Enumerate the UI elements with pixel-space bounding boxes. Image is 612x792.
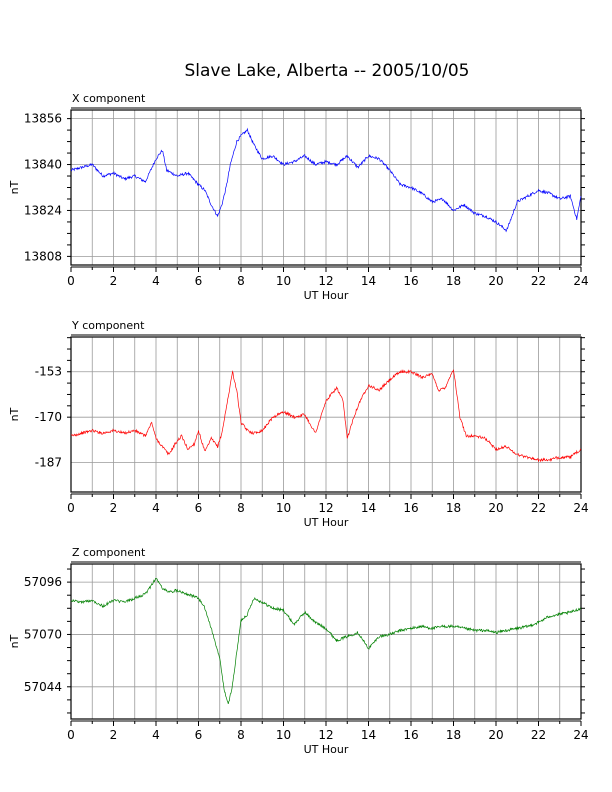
x-tick-label: 14 xyxy=(361,274,376,288)
x-tick-label: 10 xyxy=(276,274,291,288)
y-tick-label: 13808 xyxy=(24,249,62,263)
x-tick-label: 6 xyxy=(195,501,203,515)
x-tick-label: 2 xyxy=(110,728,118,742)
x-tick-label: 14 xyxy=(361,728,376,742)
x-tick-label: 10 xyxy=(276,501,291,515)
x-tick-label: 16 xyxy=(403,501,418,515)
x-tick-label: 2 xyxy=(110,501,118,515)
x-axis-label: UT Hour xyxy=(304,516,349,529)
x-tick-label: 18 xyxy=(446,274,461,288)
x-tick-label: 12 xyxy=(318,501,333,515)
x-tick-label: 22 xyxy=(531,728,546,742)
x-tick-label: 24 xyxy=(573,274,588,288)
x-tick-label: 0 xyxy=(67,274,75,288)
panel-label: Y component xyxy=(71,319,145,332)
chart-title: Slave Lake, Alberta -- 2005/10/05 xyxy=(185,61,470,81)
x-tick-label: 16 xyxy=(403,728,418,742)
y-tick-label: 57096 xyxy=(24,575,62,589)
plot-frame xyxy=(70,336,582,493)
x-tick-label: 18 xyxy=(446,501,461,515)
x-tick-label: 12 xyxy=(318,728,333,742)
x-tick-label: 20 xyxy=(488,728,503,742)
y-tick-label: 13824 xyxy=(24,203,62,217)
y-axis-label: nT xyxy=(8,407,21,421)
x-tick-label: 6 xyxy=(195,274,203,288)
x-tick-label: 8 xyxy=(237,501,245,515)
x-tick-label: 4 xyxy=(152,274,160,288)
series-line xyxy=(70,127,582,233)
x-tick-label: 22 xyxy=(531,501,546,515)
x-axis-label: UT Hour xyxy=(304,743,349,756)
x-tick-label: 24 xyxy=(573,728,588,742)
y-axis-label: nT xyxy=(8,180,21,194)
x-tick-label: 2 xyxy=(110,274,118,288)
plot-frame xyxy=(70,563,582,720)
y-tick-label: 57044 xyxy=(24,680,62,694)
x-tick-label: 4 xyxy=(152,728,160,742)
panel-label: Z component xyxy=(72,546,146,559)
y-tick-label: -153 xyxy=(35,365,62,379)
x-tick-label: 22 xyxy=(531,274,546,288)
x-tick-label: 18 xyxy=(446,728,461,742)
x-tick-label: 0 xyxy=(67,501,75,515)
y-tick-label: 13856 xyxy=(24,112,62,126)
x-tick-label: 0 xyxy=(67,728,75,742)
x-tick-label: 8 xyxy=(237,274,245,288)
x-tick-label: 10 xyxy=(276,728,291,742)
chart-panels: 0 2 4 6 8 10 12 14 16 18 20 22 241380813824138401385… xyxy=(8,92,589,756)
x-tick-label: 12 xyxy=(318,274,333,288)
x-tick-label: 14 xyxy=(361,501,376,515)
x-tick-label: 20 xyxy=(488,274,503,288)
x-tick-label: 8 xyxy=(237,728,245,742)
panel-1: 0 2 4 6 8 10 12 14 16 18 20 22 241380813824138401385… xyxy=(8,92,589,302)
y-tick-label: 57070 xyxy=(24,627,62,641)
series-line xyxy=(70,369,582,463)
y-axis-label: nT xyxy=(8,634,21,648)
x-axis-label: UT Hour xyxy=(304,289,349,302)
y-tick-label: 13840 xyxy=(24,158,62,172)
x-tick-label: 20 xyxy=(488,501,503,515)
x-tick-label: 16 xyxy=(403,274,418,288)
y-tick-label: -187 xyxy=(35,456,62,470)
series-line xyxy=(70,578,582,704)
y-tick-label: -170 xyxy=(35,410,62,424)
panel-label: X component xyxy=(72,92,146,105)
x-tick-label: 6 xyxy=(195,728,203,742)
x-tick-label: 4 xyxy=(152,501,160,515)
x-tick-label: 24 xyxy=(573,501,588,515)
